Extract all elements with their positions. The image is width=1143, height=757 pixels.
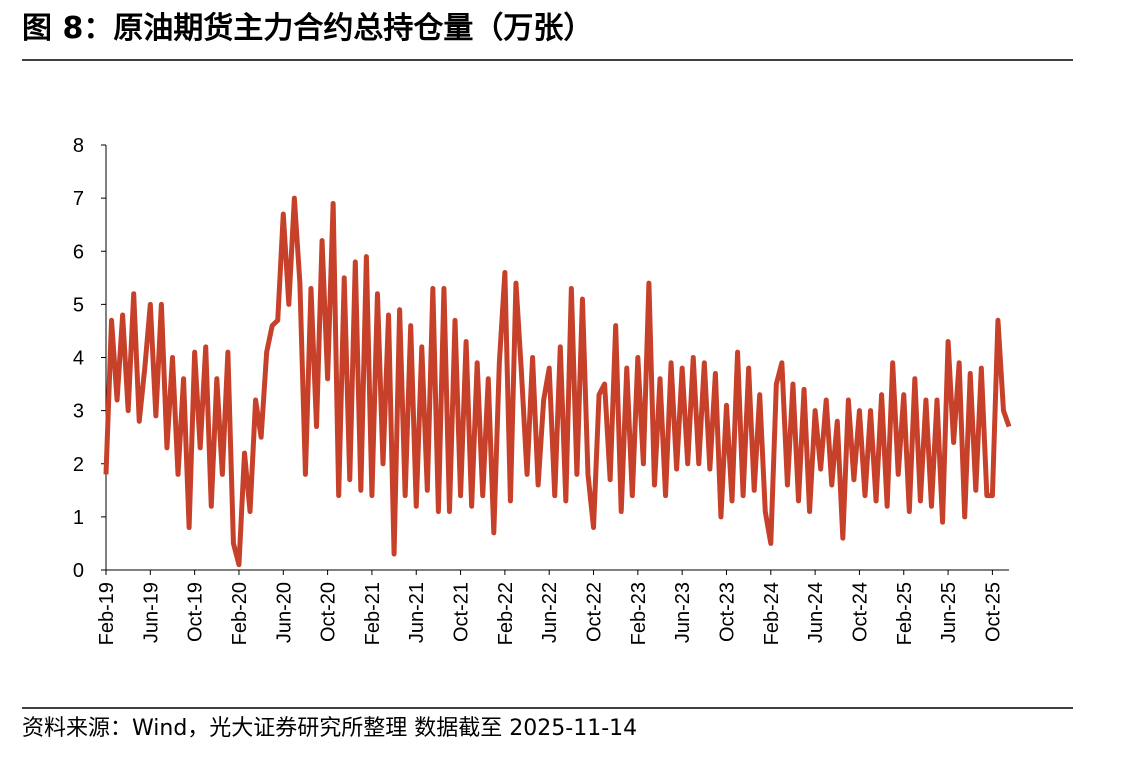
x-tick-label: Feb-23 (628, 582, 650, 645)
x-tick-label: Oct-19 (185, 582, 207, 642)
x-tick-label: Feb-19 (96, 582, 118, 645)
y-tick-label: 1 (73, 507, 84, 529)
x-tick-label: Jun-20 (273, 582, 295, 643)
y-tick-label: 8 (73, 135, 84, 157)
x-tick-label: Oct-24 (849, 582, 871, 642)
x-tick-label: Feb-20 (229, 582, 251, 645)
x-tick-label: Feb-25 (894, 582, 916, 645)
title: 图 8：原油期货主力合约总持仓量（万张） (22, 11, 593, 46)
data-line (103, 195, 1012, 568)
x-tick-label: Oct-22 (584, 582, 606, 642)
x-tick-label: Jun-24 (805, 582, 827, 643)
x-tick-label: Oct-20 (318, 582, 340, 642)
y-tick-label: 3 (73, 401, 84, 423)
y-tick-label: 2 (73, 454, 84, 476)
y-tick-label: 0 (73, 560, 84, 582)
x-tick-label: Oct-23 (716, 582, 738, 642)
x-tick-label: Oct-21 (451, 582, 473, 642)
source: 资料来源：Wind，光大证券研究所整理 数据截至 2025-11-14 (22, 716, 637, 741)
x-tick-label: Feb-24 (761, 582, 783, 645)
y-tick-label: 7 (73, 188, 84, 210)
x-tick-label: Feb-22 (495, 582, 517, 645)
x-tick-label: Oct-25 (982, 582, 1004, 642)
y-tick-label: 4 (73, 348, 84, 370)
x-tick-label: Jun-19 (140, 582, 162, 643)
y-tick-label: 5 (73, 294, 84, 316)
x-tick-label: Feb-21 (362, 582, 384, 645)
x-tick-label: Jun-21 (406, 582, 428, 643)
x-tick-label: Jun-23 (672, 582, 694, 643)
y-tick-label: 6 (73, 241, 84, 263)
x-tick-label: Jun-22 (539, 582, 561, 643)
x-tick-label: Jun-25 (938, 582, 960, 643)
